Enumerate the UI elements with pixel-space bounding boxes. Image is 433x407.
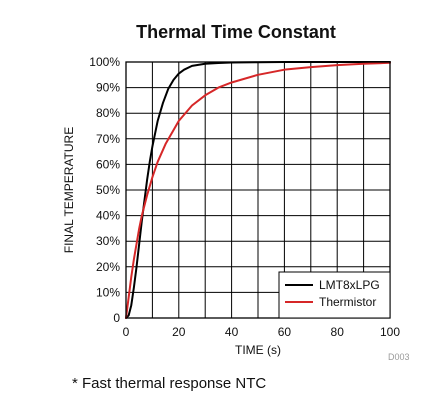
footnote: * Fast thermal response NTC [72, 375, 266, 392]
y-axis-label: FINAL TEMPERATURE [62, 127, 76, 253]
figure-code: D003 [388, 352, 410, 362]
x-tick-label: 60 [278, 325, 292, 339]
y-tick-label: 80% [96, 106, 120, 120]
x-tick-label: 40 [225, 325, 239, 339]
x-tick-label: 100 [380, 325, 400, 339]
legend-label-thermistor: Thermistor [319, 295, 376, 309]
chart-title: Thermal Time Constant [136, 22, 336, 42]
x-axis-label: TIME (s) [235, 343, 281, 357]
y-tick-label: 30% [96, 234, 120, 248]
y-tick-label: 0 [113, 311, 120, 325]
x-tick-label: 80 [331, 325, 345, 339]
y-tick-label: 70% [96, 132, 120, 146]
y-tick-label: 20% [96, 260, 120, 274]
x-tick-label: 20 [172, 325, 186, 339]
y-tick-label: 60% [96, 157, 120, 171]
legend-label-lmt8xlpg: LMT8xLPG [319, 278, 380, 292]
series-line-thermistor [125, 61, 391, 319]
x-axis-ticks: 0 20 40 60 80 100 [123, 325, 401, 339]
y-tick-label: 10% [96, 285, 120, 299]
y-tick-label: 40% [96, 209, 120, 223]
y-tick-label: 100% [89, 55, 120, 69]
y-axis-ticks: 0 10% 20% 30% 40% 50% 60% 70% 80% 90% 100% [89, 55, 120, 325]
y-tick-label: 90% [96, 81, 120, 95]
legend: LMT8xLPG Thermistor [278, 271, 391, 319]
plot-frame [125, 61, 391, 319]
x-tick-label: 0 [123, 325, 130, 339]
legend-box [278, 271, 391, 319]
y-tick-label: 50% [96, 183, 120, 197]
